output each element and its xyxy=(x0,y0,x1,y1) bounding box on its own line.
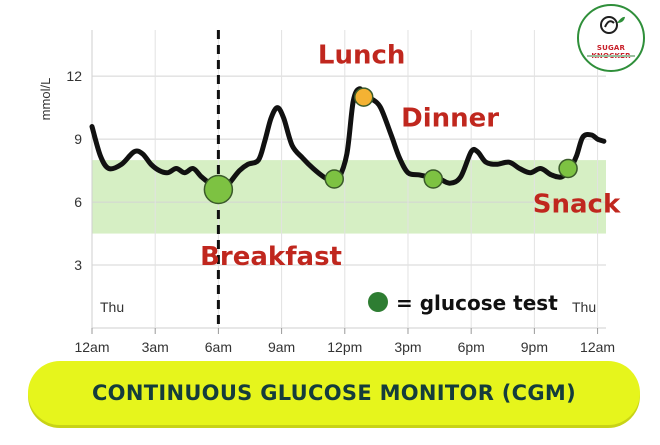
meal-annotation-label: Snack xyxy=(533,190,621,220)
logo-tagline-rule xyxy=(587,55,635,57)
y-tick-label: 6 xyxy=(74,194,82,210)
x-tick-labels: 12am 3am 6am 9am 12pm 3pm 6pm 9pm 12am xyxy=(74,339,615,355)
meal-annotation-label: Dinner xyxy=(401,104,499,134)
glucose-test-point xyxy=(423,169,444,189)
y-tick-label: 9 xyxy=(74,131,82,147)
target-range-band xyxy=(92,160,606,234)
meal-annotation-label: Breakfast xyxy=(200,242,342,272)
sugar-knocker-logo: SUGAR KNOCKER xyxy=(577,4,645,72)
glucose-test-point xyxy=(353,87,374,107)
glucose-test-point xyxy=(324,169,345,189)
logo-wordmark: SUGAR KNOCKER xyxy=(591,44,630,60)
x-tick-label: 9pm xyxy=(521,339,548,355)
x-tick-label: 3am xyxy=(142,339,169,355)
x-tick-label: 12am xyxy=(580,339,615,355)
day-label-end: Thu xyxy=(572,299,596,315)
x-tick-label: 12pm xyxy=(327,339,362,355)
y-tick-labels: 3 6 9 12 xyxy=(66,68,82,273)
y-tick-label: 12 xyxy=(66,68,82,84)
y-axis-label: mmol/L xyxy=(38,78,53,121)
meal-annotation-label: Lunch xyxy=(318,41,406,71)
legend-text: = glucose test xyxy=(396,291,558,315)
glucose-series-line xyxy=(89,86,607,193)
x-tick-label: 3pm xyxy=(394,339,421,355)
x-tick-label: 12am xyxy=(74,339,109,355)
glucose-test-points xyxy=(203,87,578,205)
glucose-test-point xyxy=(558,158,578,179)
x-tick-label: 9am xyxy=(268,339,295,355)
glucose-test-point xyxy=(203,174,234,205)
banner-title: CONTINUOUS GLUCOSE MONITOR (CGM) xyxy=(91,381,577,405)
x-tick-label: 6pm xyxy=(458,339,485,355)
day-label-start: Thu xyxy=(100,299,124,315)
x-tick-label: 6am xyxy=(205,339,232,355)
logo-leaf-icon xyxy=(600,16,625,34)
legend-marker xyxy=(368,292,388,312)
title-banner: CONTINUOUS GLUCOSE MONITOR (CGM) xyxy=(28,361,640,425)
y-tick-label: 3 xyxy=(74,257,82,273)
meal-annotations: Breakfast Lunch Dinner Snack xyxy=(200,41,621,272)
